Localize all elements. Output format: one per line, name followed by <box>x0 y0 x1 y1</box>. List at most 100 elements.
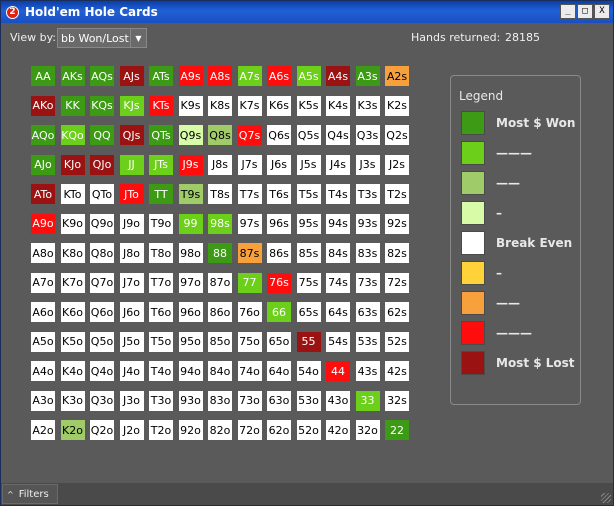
hand-cell[interactable]: KTs <box>148 94 174 117</box>
hand-cell[interactable]: A7o <box>30 271 56 294</box>
hand-cell[interactable]: TT <box>148 183 174 205</box>
hand-cell[interactable]: 54o <box>295 360 322 382</box>
hand-cell[interactable]: AJo <box>30 153 56 176</box>
hand-cell[interactable]: 42o <box>325 419 351 441</box>
hand-cell[interactable]: 95s <box>295 212 322 235</box>
hand-cell[interactable]: Q9o <box>89 212 115 235</box>
hand-cell[interactable]: 63o <box>266 389 292 412</box>
hand-cell[interactable]: J3s <box>354 153 381 176</box>
hand-cell[interactable]: AKo <box>30 94 56 117</box>
hand-cell[interactable]: J8s <box>207 153 233 176</box>
hand-cell[interactable]: Q7o <box>89 271 115 294</box>
hand-cell[interactable]: 54s <box>325 330 351 353</box>
hand-cell[interactable]: 64o <box>266 360 292 382</box>
hand-cell[interactable]: J7s <box>236 153 263 176</box>
view-by-dropdown[interactable]: bb Won/Lost ▼ <box>57 28 147 48</box>
hand-cell[interactable]: JJ <box>118 153 145 176</box>
hand-cell[interactable]: 93s <box>354 212 381 235</box>
hand-cell[interactable]: 98o <box>177 242 204 264</box>
hand-cell[interactable]: 94o <box>177 360 204 382</box>
hand-cell[interactable]: A6o <box>30 301 56 323</box>
hand-cell[interactable]: K5s <box>295 94 322 117</box>
hand-cell[interactable]: J4s <box>325 153 351 176</box>
hand-cell[interactable]: K4s <box>325 94 351 117</box>
hand-cell[interactable]: AA <box>30 65 56 87</box>
hand-cell[interactable]: 65s <box>295 301 322 323</box>
hand-cell[interactable]: K8o <box>59 242 86 264</box>
hand-cell[interactable]: KJs <box>118 94 145 117</box>
hand-cell[interactable]: 52o <box>295 419 322 441</box>
hand-cell[interactable]: 87s <box>236 242 263 264</box>
hand-cell[interactable]: 84o <box>207 360 233 382</box>
hand-cell[interactable]: 32o <box>354 419 381 441</box>
hand-cell[interactable]: K9s <box>177 94 204 117</box>
hand-cell[interactable]: QTs <box>148 124 174 146</box>
hand-cell[interactable]: Q4o <box>89 360 115 382</box>
hand-cell[interactable]: 87o <box>207 271 233 294</box>
hand-cell[interactable]: 84s <box>325 242 351 264</box>
hand-cell[interactable]: 53s <box>354 330 381 353</box>
hand-cell[interactable]: Q8o <box>89 242 115 264</box>
hand-cell[interactable]: T8o <box>148 242 174 264</box>
hand-cell[interactable]: T3o <box>148 389 174 412</box>
hand-cell[interactable]: 97s <box>236 212 263 235</box>
hand-cell[interactable]: 74o <box>236 360 263 382</box>
hand-cell[interactable]: K7o <box>59 271 86 294</box>
hand-cell[interactable]: 99 <box>177 212 204 235</box>
hand-cell[interactable]: 76s <box>266 271 292 294</box>
hand-cell[interactable]: QJo <box>89 153 115 176</box>
hand-cell[interactable]: Q5o <box>89 330 115 353</box>
hand-cell[interactable]: J5o <box>118 330 145 353</box>
hand-cell[interactable]: A5o <box>30 330 56 353</box>
hand-cell[interactable]: A7s <box>236 65 263 87</box>
hand-cell[interactable]: A5s <box>295 65 322 87</box>
hand-cell[interactable]: K6o <box>59 301 86 323</box>
hand-cell[interactable]: J8o <box>118 242 145 264</box>
hand-cell[interactable]: K6s <box>266 94 292 117</box>
hand-cell[interactable]: ATo <box>30 183 56 205</box>
hand-cell[interactable]: 85s <box>295 242 322 264</box>
hand-cell[interactable]: A2s <box>384 65 410 87</box>
hand-cell[interactable]: Q2o <box>89 419 115 441</box>
hand-cell[interactable]: J6o <box>118 301 145 323</box>
hand-cell[interactable]: Q7s <box>236 124 263 146</box>
hand-cell[interactable]: J3o <box>118 389 145 412</box>
hand-cell[interactable]: A4o <box>30 360 56 382</box>
minimize-button[interactable]: _ <box>560 4 576 19</box>
hand-cell[interactable]: 93o <box>177 389 204 412</box>
hand-cell[interactable]: 76o <box>236 301 263 323</box>
hand-cell[interactable]: J6s <box>266 153 292 176</box>
hand-cell[interactable]: AJs <box>118 65 145 87</box>
hand-cell[interactable]: 66 <box>266 301 292 323</box>
hand-cell[interactable]: QJs <box>118 124 145 146</box>
hand-cell[interactable]: 75o <box>236 330 263 353</box>
hand-cell[interactable]: J2s <box>384 153 410 176</box>
hand-cell[interactable]: K2s <box>384 94 410 117</box>
chevron-down-icon[interactable]: ▼ <box>130 29 146 47</box>
hand-cell[interactable]: 42s <box>384 360 410 382</box>
hand-cell[interactable]: 62o <box>266 419 292 441</box>
hand-cell[interactable]: 95o <box>177 330 204 353</box>
hand-cell[interactable]: J7o <box>118 271 145 294</box>
hand-cell[interactable]: J9o <box>118 212 145 235</box>
hand-cell[interactable]: 72o <box>236 419 263 441</box>
hand-cell[interactable]: 82s <box>384 242 410 264</box>
hand-cell[interactable]: AQs <box>89 65 115 87</box>
hand-cell[interactable]: 83s <box>354 242 381 264</box>
hand-cell[interactable]: T9s <box>177 183 204 205</box>
hand-cell[interactable]: KTo <box>59 183 86 205</box>
hand-cell[interactable]: KJo <box>59 153 86 176</box>
hand-cell[interactable]: T8s <box>207 183 233 205</box>
hand-cell[interactable]: K2o <box>59 419 86 441</box>
hand-cell[interactable]: A8o <box>30 242 56 264</box>
hand-cell[interactable]: Q6s <box>266 124 292 146</box>
hand-cell[interactable]: 73s <box>354 271 381 294</box>
hand-cell[interactable]: A9o <box>30 212 56 235</box>
hand-cell[interactable]: 96o <box>177 301 204 323</box>
hand-cell[interactable]: A9s <box>177 65 204 87</box>
maximize-button[interactable]: □ <box>577 4 593 19</box>
hand-cell[interactable]: 64s <box>325 301 351 323</box>
hand-cell[interactable]: T4o <box>148 360 174 382</box>
hand-cell[interactable]: 43s <box>354 360 381 382</box>
hand-cell[interactable]: Q6o <box>89 301 115 323</box>
